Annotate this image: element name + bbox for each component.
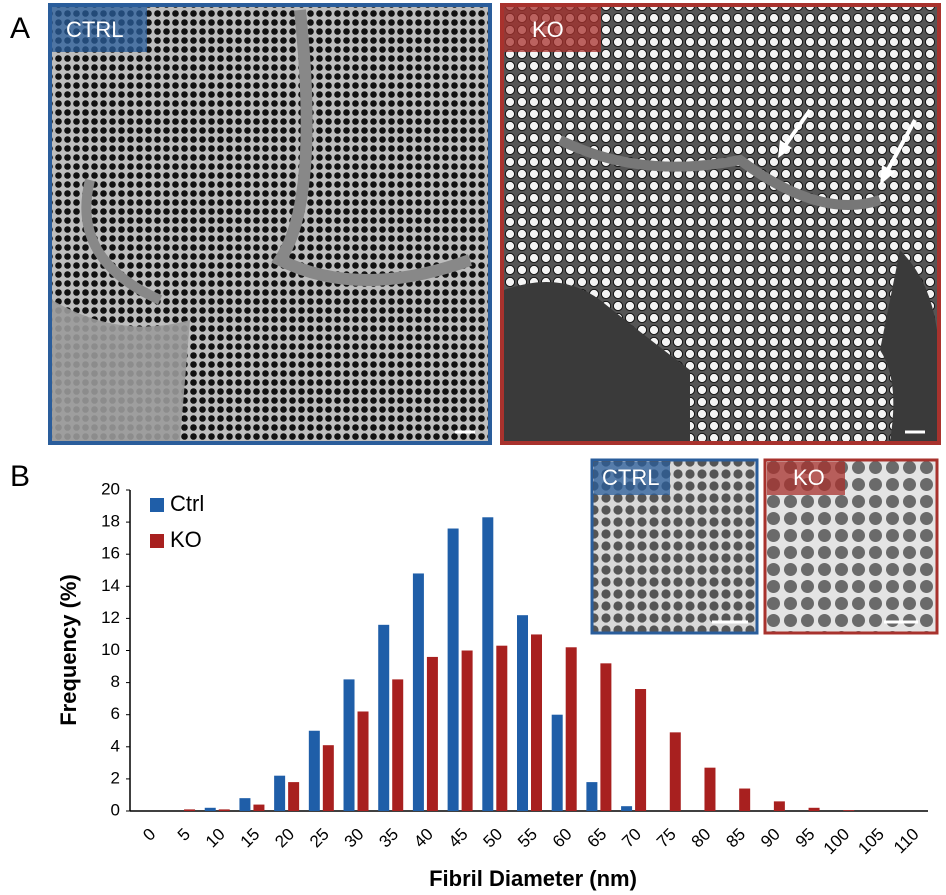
x-axis-title: Fibril Diameter (nm) [429,866,637,891]
micrograph: KO [502,5,939,443]
y-axis-title: Frequency (%) [56,574,81,726]
bar [309,731,320,811]
panel-label: A [10,12,30,45]
x-tick-label: 100 [820,825,853,858]
x-tick-label: 0 [139,825,159,845]
inset-label: KO [793,465,825,490]
x-tick-label: 30 [341,825,368,852]
inset-label: CTRL [602,465,659,490]
bar [496,646,507,811]
bar [323,745,334,811]
x-tick-label: 70 [618,825,645,852]
y-tick-label: 8 [111,672,120,691]
figure: A CTRL KO B CTRL KO Frequency (%) Fibril [0,0,946,895]
bar [739,789,750,811]
bar [205,808,216,811]
bar [621,806,632,811]
x-tick-label: 25 [306,825,333,852]
bar [552,715,563,811]
x-tick-label: 65 [584,825,611,852]
y-tick-label: 4 [111,736,120,755]
y-tick-label: 18 [101,512,120,531]
x-tick-label: 105 [854,825,887,858]
legend-label: KO [170,527,202,552]
bar [774,801,785,811]
bar [184,809,195,811]
bar [482,517,493,811]
inset: CTRL [592,460,757,633]
y-tick-label: 6 [111,704,120,723]
bar [427,657,438,811]
bar [413,573,424,811]
bar [704,768,715,811]
bar [288,782,299,811]
bar [600,663,611,811]
x-tick-label: 10 [202,825,229,852]
bar [448,529,459,811]
bar [531,634,542,811]
x-tick-label: 85 [722,825,749,852]
bar [239,798,250,811]
y-tick-label: 2 [111,768,120,787]
x-tick-label: 110 [890,825,923,858]
micrograph: CTRL [50,5,490,443]
bar [517,615,528,811]
x-tick-label: 60 [549,825,576,852]
x-tick-label: 35 [375,825,402,852]
image-label: KO [532,17,564,42]
bar [566,647,577,811]
legend-swatch [150,498,164,512]
bar [392,679,403,811]
image-label: CTRL [66,17,123,42]
bar [635,689,646,811]
bar [843,810,854,811]
y-tick-label: 14 [101,576,120,595]
y-tick-label: 0 [111,800,120,819]
x-tick-label: 90 [757,825,784,852]
bar [809,808,820,811]
x-tick-label: 80 [688,825,715,852]
y-tick-label: 16 [101,544,120,563]
bar [219,809,230,811]
bar [274,776,285,811]
bar [358,711,369,811]
legend-label: Ctrl [170,491,204,516]
y-tick-label: 10 [101,640,120,659]
legend-swatch [150,534,164,548]
inset: KO [765,460,937,633]
bar [378,625,389,811]
x-tick-label: 15 [237,825,264,852]
bar [462,651,473,812]
x-tick-label: 50 [479,825,506,852]
x-tick-label: 55 [514,825,541,852]
x-tick-label: 40 [410,825,437,852]
y-tick-label: 20 [101,479,120,498]
bar [586,782,597,811]
x-tick-label: 20 [271,825,298,852]
panel-label: B [10,460,30,493]
bar [344,679,355,811]
y-tick-label: 12 [101,608,120,627]
x-tick-label: 75 [653,825,680,852]
x-tick-label: 45 [445,825,472,852]
bar [670,732,681,811]
x-tick-label: 5 [174,825,194,845]
x-tick-label: 95 [792,825,819,852]
bar [253,805,264,811]
